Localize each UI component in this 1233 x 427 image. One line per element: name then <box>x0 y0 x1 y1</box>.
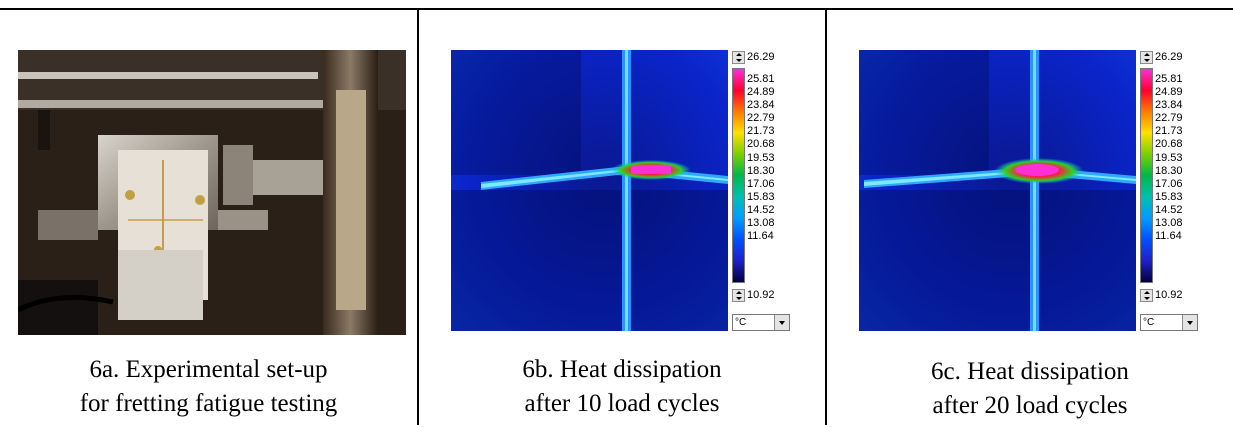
color-bar <box>732 68 745 283</box>
figure-6a: 6a. Experimental set-up for fretting fat… <box>0 10 417 425</box>
tick-label: 18.30 <box>1155 164 1183 177</box>
caption-line-1: 6b. Heat dissipation <box>522 356 722 383</box>
dropdown-arrow-icon[interactable] <box>774 315 789 330</box>
thermogram-10-cycles <box>451 50 728 331</box>
figure-6c: 26.29 25.81 24.89 23.84 22.79 21.73 20.6… <box>827 10 1233 425</box>
thermogram-20-cycles <box>859 50 1136 331</box>
caption-line-2: after 10 load cycles <box>524 390 720 417</box>
figure-6a-caption: 6a. Experimental set-up for fretting fat… <box>0 353 417 421</box>
arrow-up-icon <box>1144 52 1150 56</box>
unit-select[interactable]: °C <box>1140 314 1198 331</box>
scale-min-value: 10.92 <box>747 289 775 301</box>
scale-ticks: 25.81 24.89 23.84 22.79 21.73 20.68 19.5… <box>1155 73 1183 243</box>
color-scale-c: 26.29 25.81 24.89 23.84 22.79 21.73 20.6… <box>1140 50 1204 331</box>
tick-label: 25.81 <box>1155 73 1183 85</box>
unit-label: °C <box>1143 317 1155 328</box>
tick-label: 24.89 <box>747 86 775 99</box>
tick-label: 15.83 <box>747 190 775 203</box>
min-spinner[interactable] <box>732 288 745 302</box>
tick-label: 23.84 <box>747 99 775 112</box>
tick-label: 11.64 <box>747 230 774 243</box>
arrow-up-icon <box>1144 290 1150 294</box>
arrow-up-icon <box>736 52 742 56</box>
tick-label: 21.73 <box>747 125 775 138</box>
tick-label: 17.06 <box>747 177 775 190</box>
tick-label: 14.52 <box>1155 203 1183 216</box>
max-spinner-row: 26.29 <box>732 50 796 64</box>
min-spinner[interactable] <box>1140 288 1153 302</box>
caption-line-1: 6a. Experimental set-up <box>89 356 328 383</box>
tick-label: 24.89 <box>1155 86 1183 99</box>
tick-label: 25.81 <box>747 73 775 85</box>
color-scale-b: 26.29 25.81 24.89 23.84 22.79 21.73 20.6… <box>732 50 796 331</box>
tick-label: 17.06 <box>1155 177 1183 190</box>
tick-label: 20.68 <box>1155 138 1183 151</box>
tick-label: 14.52 <box>747 203 775 216</box>
figure-6b-caption: 6b. Heat dissipation after 10 load cycle… <box>419 353 825 421</box>
tick-label: 15.83 <box>1155 190 1183 203</box>
max-spinner[interactable] <box>732 50 745 64</box>
tick-label: 22.79 <box>1155 112 1183 125</box>
scale-min-value: 10.92 <box>1155 289 1183 301</box>
tick-label: 20.68 <box>747 138 775 151</box>
caption-line-2: for fretting fatigue testing <box>79 390 338 417</box>
arrow-up-icon <box>736 290 742 294</box>
arrow-down-icon <box>736 296 742 300</box>
tick-label: 11.64 <box>1155 230 1182 243</box>
tick-label: 22.79 <box>747 112 775 125</box>
min-spinner-row: 10.92 <box>732 288 775 302</box>
arrow-down-icon <box>1144 296 1150 300</box>
figure-6c-caption: 6c. Heat dissipation after 20 load cycle… <box>827 355 1233 423</box>
experimental-setup-photo <box>18 50 406 335</box>
unit-select[interactable]: °C <box>732 314 790 331</box>
scale-max-value: 26.29 <box>1155 51 1183 63</box>
min-spinner-row: 10.92 <box>1140 288 1183 302</box>
arrow-down-icon <box>1144 58 1150 62</box>
caption-line-1: 6c. Heat dissipation <box>931 358 1129 385</box>
tick-label: 19.53 <box>747 151 775 164</box>
tick-label: 13.08 <box>1155 217 1183 230</box>
tick-label: 18.30 <box>747 164 775 177</box>
arrow-down-icon <box>736 58 742 62</box>
tick-label: 21.73 <box>1155 125 1183 138</box>
caption-line-2: after 20 load cycles <box>932 392 1128 419</box>
figure-6b: 26.29 25.81 24.89 23.84 22.79 21.73 20.6… <box>419 10 825 425</box>
tick-label: 13.08 <box>747 217 775 230</box>
max-spinner-row: 26.29 <box>1140 50 1204 64</box>
tick-label: 23.84 <box>1155 99 1183 112</box>
column-divider-1 <box>417 10 419 425</box>
color-bar <box>1140 68 1153 283</box>
column-divider-2 <box>825 10 827 425</box>
dropdown-arrow-icon[interactable] <box>1182 315 1197 330</box>
scale-max-value: 26.29 <box>747 51 775 63</box>
max-spinner[interactable] <box>1140 50 1153 64</box>
unit-label: °C <box>735 317 747 328</box>
figure-table-border <box>0 8 1233 427</box>
tick-label: 19.53 <box>1155 151 1183 164</box>
scale-ticks: 25.81 24.89 23.84 22.79 21.73 20.68 19.5… <box>747 73 775 243</box>
